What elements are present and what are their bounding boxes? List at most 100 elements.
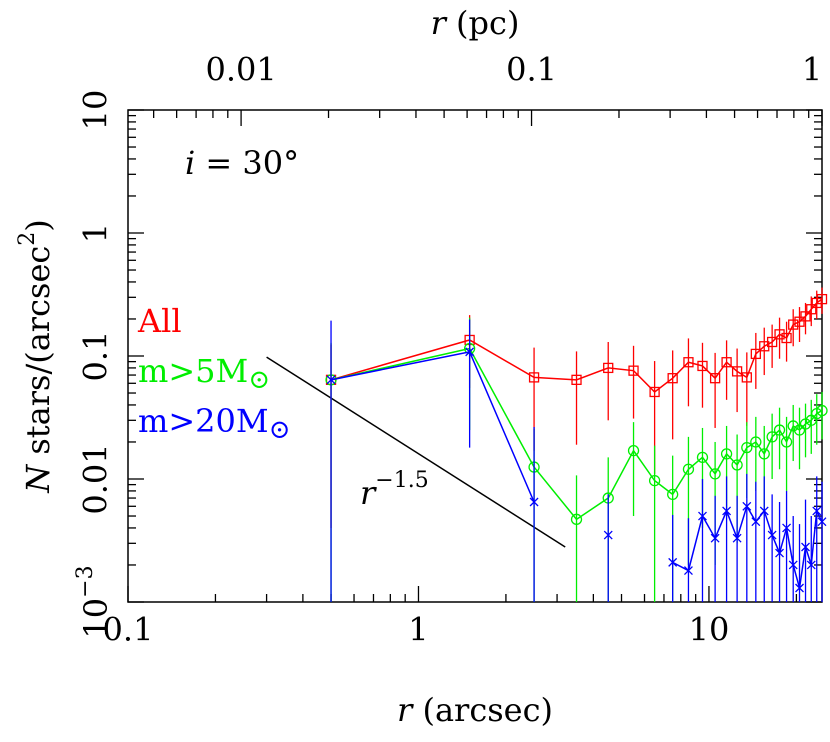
marker: [793, 424, 806, 436]
marker: [627, 445, 640, 457]
marker: [750, 348, 761, 360]
x-axis-label-text: (arcsec): [412, 691, 553, 729]
marker: [698, 511, 707, 521]
marker: [742, 501, 752, 511]
marker: [817, 517, 827, 527]
marker: [696, 451, 709, 463]
y-tick-label-exponent: −3: [73, 565, 98, 597]
y-axis-label-symbol: N: [19, 464, 57, 494]
marker: [709, 373, 721, 384]
marker: [465, 347, 475, 357]
annotation-text: = 30°: [195, 144, 299, 182]
marker: [667, 488, 679, 501]
x2-axis-label-symbol: r: [431, 4, 448, 42]
y-tick-label: 1: [77, 223, 115, 243]
marker: [787, 420, 799, 432]
marker: [816, 404, 828, 417]
marker: [759, 506, 769, 516]
legend-entry: All: [137, 302, 182, 340]
y-tick-label: 0.1: [77, 331, 115, 382]
marker: [801, 542, 810, 552]
y-tick-label-base: 10: [77, 598, 115, 639]
marker: [782, 523, 792, 533]
y-tick-label: 10−3: [73, 565, 115, 638]
marker: [774, 329, 785, 340]
marker: [628, 365, 639, 376]
y-axis-label: N stars/(arcsec2): [15, 219, 57, 494]
marker: [720, 448, 733, 460]
marker: [766, 431, 778, 443]
marker: [741, 441, 753, 454]
marker: [731, 366, 743, 377]
y-axis-label-close: ): [19, 219, 57, 231]
legend-subscript: ⊙: [248, 365, 270, 395]
y-axis-label-text: stars/(arcsec: [19, 246, 57, 465]
x-axis-label: r (arcsec): [397, 691, 553, 729]
marker: [767, 530, 777, 540]
x-tick-label: 10: [689, 611, 730, 649]
marker: [806, 560, 816, 570]
legend-subscript: ⊙: [269, 415, 291, 445]
marker: [773, 424, 786, 436]
x2-tick-label: 1: [802, 51, 822, 89]
annotation: i = 30°: [185, 144, 299, 182]
x2-tick-label: 0.01: [205, 51, 276, 89]
x2-axis-label: r (pc): [431, 4, 520, 42]
x-tick-label: 1: [408, 611, 428, 649]
marker: [805, 414, 817, 426]
marker: [732, 533, 742, 543]
marker: [571, 374, 582, 385]
marker: [683, 566, 693, 576]
y-tick-label: 10: [77, 90, 115, 131]
marker: [326, 375, 336, 385]
marker: [794, 316, 805, 327]
marker: [731, 459, 743, 471]
marker: [799, 418, 812, 430]
reference-label-exponent: −1.5: [375, 468, 428, 493]
marker: [710, 533, 720, 543]
x-axis-label-symbol: r: [397, 691, 414, 729]
marker: [722, 506, 732, 516]
marker: [528, 372, 540, 383]
reference-line: [266, 356, 566, 548]
marker: [648, 474, 661, 487]
marker: [758, 448, 770, 460]
marker: [812, 506, 822, 516]
marker: [816, 293, 828, 305]
legend-entry: m>5M⊙: [138, 352, 270, 396]
legend-name: m>5M: [138, 352, 248, 390]
x2-axis-label-text: (pc): [446, 4, 520, 42]
marker: [697, 360, 708, 372]
marker: [781, 332, 792, 344]
marker: [795, 583, 804, 593]
x2-tick-label: 0.1: [506, 51, 557, 89]
marker: [811, 297, 822, 309]
marker: [788, 560, 798, 570]
marker: [529, 497, 539, 507]
marker: [775, 548, 785, 558]
marker: [750, 436, 762, 448]
x-tick-label: 0.1: [103, 611, 154, 649]
series-line: [330, 298, 823, 393]
marker: [570, 513, 583, 525]
marker: [780, 436, 793, 448]
marker: [806, 304, 817, 315]
marker: [603, 362, 614, 374]
legend-name: All: [137, 302, 182, 340]
legend-name: m>20M: [138, 402, 269, 440]
y-axis-label-exponent: 2: [15, 232, 40, 246]
marker: [603, 530, 613, 540]
marker: [721, 357, 732, 368]
marker: [788, 319, 799, 330]
marker: [766, 336, 778, 348]
annotation-symbol: i: [185, 144, 195, 182]
marker: [800, 311, 811, 322]
legend-entry: m>20M⊙: [138, 402, 290, 446]
marker: [682, 463, 695, 475]
marker: [649, 386, 660, 398]
marker: [709, 468, 721, 480]
marker: [741, 372, 752, 383]
marker: [668, 557, 678, 567]
